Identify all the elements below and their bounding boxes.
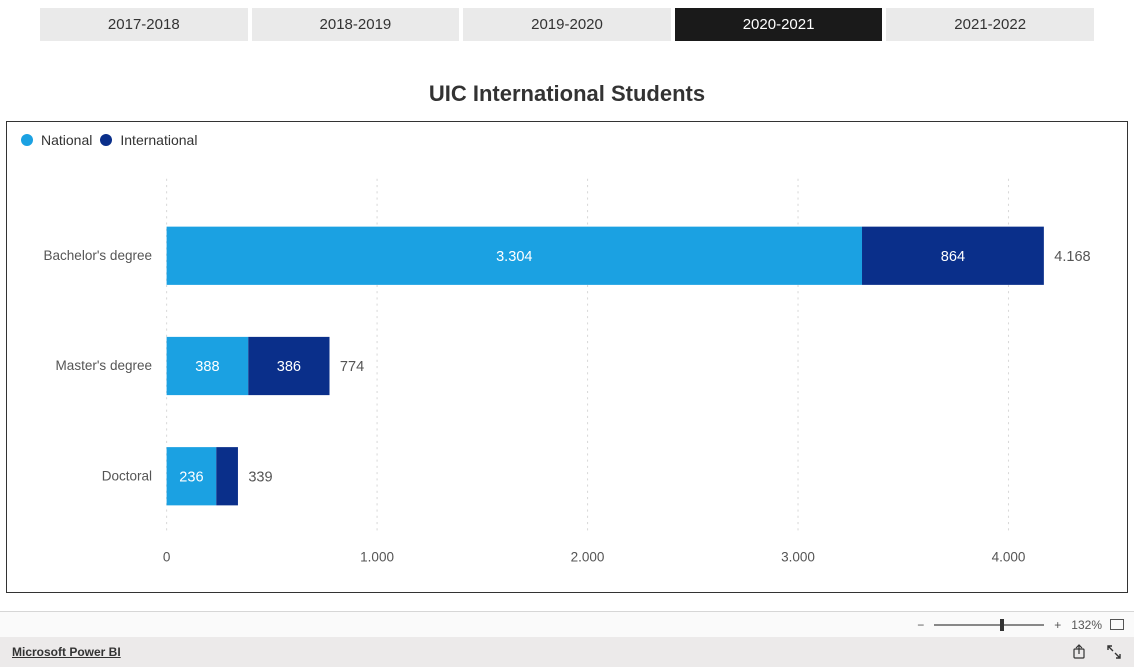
- zoom-slider-handle[interactable]: [1000, 619, 1004, 631]
- bar-chart-svg: 0 1.000 2.000 3.000 4.000 Bachelor's degree 3.…: [21, 158, 1113, 574]
- fit-to-page-icon[interactable]: [1110, 619, 1124, 630]
- svg-text:3.000: 3.000: [781, 550, 815, 565]
- year-tab-2018-2019[interactable]: 2018-2019: [252, 8, 460, 41]
- zoom-in-button[interactable]: +: [1052, 618, 1063, 632]
- year-tab-2019-2020[interactable]: 2019-2020: [463, 8, 671, 41]
- share-icon[interactable]: [1072, 644, 1088, 660]
- report-viewport[interactable]: 2017-20182018-20192019-20202020-20212021…: [0, 0, 1134, 611]
- svg-text:339: 339: [248, 469, 272, 485]
- chart-title: UIC International Students: [0, 81, 1134, 107]
- svg-text:386: 386: [277, 359, 301, 375]
- zoom-out-button[interactable]: −: [915, 618, 926, 632]
- chart-legend[interactable]: National International: [21, 132, 1113, 148]
- svg-text:0: 0: [163, 550, 171, 565]
- svg-text:388: 388: [195, 359, 219, 375]
- chart-plot-area[interactable]: 0 1.000 2.000 3.000 4.000 Bachelor's degree 3.…: [21, 158, 1113, 574]
- legend-dot: [21, 134, 33, 146]
- year-tab-2020-2021[interactable]: 2020-2021: [675, 8, 883, 41]
- chart-container: National International 0 1.000 2.000 3.000 4.…: [6, 121, 1128, 593]
- svg-text:864: 864: [941, 249, 965, 265]
- svg-text:2.000: 2.000: [571, 550, 605, 565]
- svg-text:1.000: 1.000: [360, 550, 394, 565]
- svg-text:774: 774: [340, 359, 364, 375]
- svg-text:Master's degree: Master's degree: [56, 358, 152, 373]
- svg-text:3.304: 3.304: [496, 249, 532, 265]
- year-tabs: 2017-20182018-20192019-20202020-20212021…: [0, 2, 1134, 51]
- svg-text:4.000: 4.000: [992, 550, 1026, 565]
- fullscreen-icon[interactable]: [1106, 644, 1122, 660]
- legend-label: International: [120, 132, 197, 148]
- legend-label: National: [41, 132, 92, 148]
- year-tab-2021-2022[interactable]: 2021-2022: [886, 8, 1094, 41]
- zoom-bar: − + 132%: [0, 611, 1134, 637]
- brand-bar: Microsoft Power BI: [0, 637, 1134, 667]
- zoom-slider[interactable]: [934, 624, 1044, 626]
- svg-text:Bachelor's degree: Bachelor's degree: [44, 248, 153, 263]
- svg-text:Doctoral: Doctoral: [102, 468, 152, 483]
- zoom-value: 132%: [1071, 618, 1102, 632]
- legend-dot: [100, 134, 112, 146]
- powerbi-brand-link[interactable]: Microsoft Power BI: [12, 645, 121, 659]
- year-tab-2017-2018[interactable]: 2017-2018: [40, 8, 248, 41]
- svg-text:4.168: 4.168: [1054, 249, 1090, 265]
- svg-text:236: 236: [179, 469, 203, 485]
